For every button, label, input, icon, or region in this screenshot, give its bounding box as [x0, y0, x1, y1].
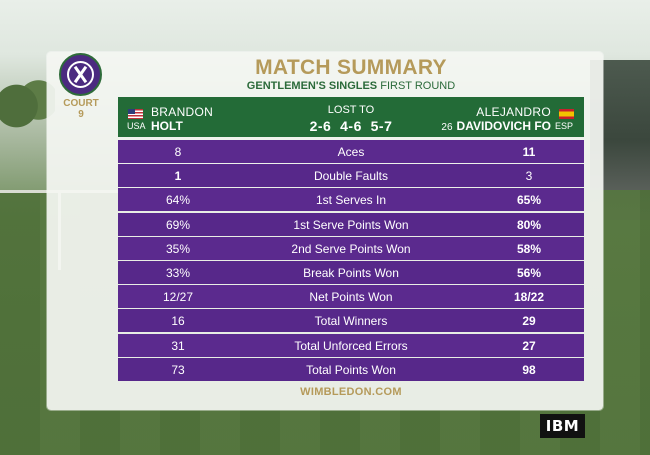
stat-row: 12/27 Net Points Won 18/22 [118, 285, 584, 309]
stat-right-value: 3 [525, 169, 533, 184]
spain-flag-icon [559, 109, 574, 119]
background-trees [0, 70, 55, 130]
player-right-first-name: ALEJANDRO [476, 105, 551, 119]
stat-label: 1st Serves In [315, 193, 387, 208]
player-right-last-name: DAVIDOVICH FO [456, 119, 551, 133]
stat-right-value: 11 [522, 145, 536, 159]
stat-right-value: 27 [522, 338, 536, 353]
stat-label: Net Points Won [309, 290, 393, 305]
stat-row: 8 Aces 11 [118, 140, 584, 163]
match-score: 2-6 4-6 5-7 [309, 118, 393, 134]
stat-row: 31 Total Unforced Errors 27 [118, 333, 584, 357]
court-label: COURT 9 [57, 98, 105, 120]
stat-right-value: 29 [522, 314, 536, 329]
stat-row: 73 Total Points Won 98 [118, 357, 584, 381]
stat-left-value: 35% [165, 241, 191, 256]
stat-left-value: 31 [171, 338, 185, 353]
stat-label: Total Unforced Errors [294, 338, 408, 353]
stat-row: 64% 1st Serves In 65% [118, 188, 584, 212]
stat-right-value: 58% [516, 241, 542, 256]
stat-row: 35% 2nd Serve Points Won 58% [118, 236, 584, 260]
crossed-rackets-icon [67, 61, 94, 88]
stat-left-value: 33% [165, 265, 191, 280]
stat-left-value: 16 [171, 314, 185, 329]
stat-left-value: 8 [174, 145, 182, 159]
stat-left-value: 12/27 [162, 290, 194, 305]
subtitle: GENTLEMEN'S SINGLES FIRST ROUND [118, 80, 584, 92]
usa-flag-icon [128, 109, 143, 119]
website-link[interactable]: WIMBLEDON.COM [300, 386, 402, 398]
round-name: FIRST ROUND [380, 80, 456, 92]
stat-row: 16 Total Winners 29 [118, 309, 584, 333]
stat-label: Break Points Won [303, 265, 399, 280]
wimbledon-logo-icon [59, 53, 102, 96]
court-label-text: COURT [63, 98, 99, 109]
player-right-country: ESP [554, 121, 573, 131]
stat-label: Total Points Won [306, 362, 396, 377]
stat-right-value: 18/22 [513, 290, 545, 305]
result-label: LOST TO [327, 104, 375, 116]
stat-right-value: 80% [516, 217, 542, 232]
stat-right-value: 98 [522, 362, 536, 377]
match-header: USA BRANDON HOLT LOST TO 2-6 4-6 5-7 ALE… [118, 97, 584, 137]
stat-label: Aces [337, 145, 365, 159]
court-number: 9 [78, 109, 84, 120]
stat-left-value: 73 [171, 362, 185, 377]
player-right-seed: 26 [441, 122, 453, 133]
stat-label: Total Winners [314, 314, 388, 329]
player-left-first-name: BRANDON [151, 105, 214, 119]
player-left-country: USA [127, 121, 146, 131]
ibm-logo: IBM [540, 414, 585, 438]
stat-row: 69% 1st Serve Points Won 80% [118, 212, 584, 236]
stats-table: 8 Aces 11 1 Double Faults 3 64% 1st Serves In… [118, 140, 584, 382]
player-right-name: 26 DAVIDOVICH FO [441, 119, 551, 133]
stat-left-value: 1 [174, 169, 182, 184]
stat-right-value: 56% [516, 265, 542, 280]
stat-left-value: 64% [165, 193, 191, 208]
event-name: GENTLEMEN'S SINGLES [246, 80, 378, 92]
player-left-last-name: HOLT [151, 119, 183, 133]
stat-label: 2nd Serve Points Won [291, 241, 411, 256]
page-title: MATCH SUMMARY [255, 56, 447, 79]
stat-label: Double Faults [313, 169, 389, 184]
stat-right-value: 65% [516, 193, 542, 208]
stat-left-value: 69% [165, 217, 191, 232]
stat-row: 1 Double Faults 3 [118, 164, 584, 188]
stat-row: 33% Break Points Won 56% [118, 260, 584, 284]
stat-label: 1st Serve Points Won [293, 217, 409, 232]
